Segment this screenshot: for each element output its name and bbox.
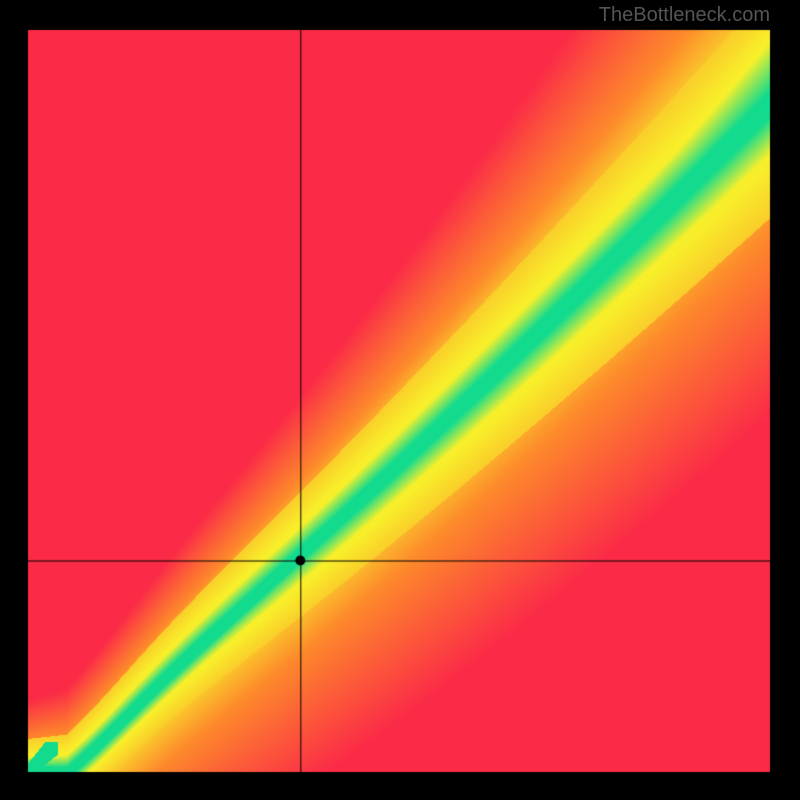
bottleneck-heatmap-canvas (0, 0, 800, 800)
bottleneck-heatmap-container: TheBottleneck.com (0, 0, 800, 800)
watermark-text: TheBottleneck.com (599, 4, 770, 27)
